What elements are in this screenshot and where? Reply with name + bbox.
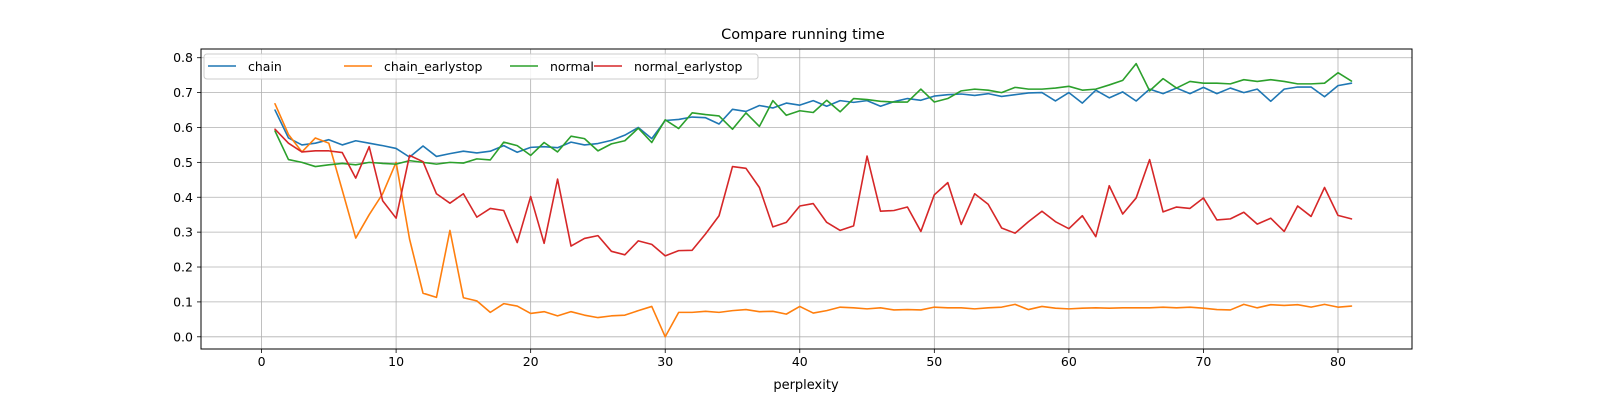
x-tick-label: 40 <box>792 354 808 369</box>
series-lines <box>274 62 1353 338</box>
y-tick-label: 0.4 <box>173 190 193 205</box>
legend-label: normal <box>550 59 594 74</box>
grid <box>201 49 1412 349</box>
x-axis-label: perplexity <box>773 378 839 393</box>
chart-title: Compare running time <box>721 27 885 43</box>
series-line-normal <box>274 62 1353 168</box>
y-tick-label: 0.8 <box>173 50 193 65</box>
legend-label: chain_earlystop <box>384 59 483 74</box>
x-axis-ticks: 0 10 20 30 40 50 60 70 80 <box>258 349 1346 369</box>
x-tick-label: 50 <box>926 354 942 369</box>
y-axis-ticks: 0.0 0.1 0.2 0.3 0.4 0.5 0.6 0.7 0.8 <box>173 50 201 344</box>
y-tick-label: 0.5 <box>173 155 193 170</box>
x-tick-label: 70 <box>1195 354 1211 369</box>
legend-box <box>203 53 759 80</box>
x-tick-label: 10 <box>388 354 404 369</box>
y-tick-label: 0.2 <box>173 260 193 275</box>
x-tick-label: 60 <box>1061 354 1077 369</box>
y-tick-label: 0.0 <box>173 329 193 344</box>
y-tick-label: 0.3 <box>173 225 193 240</box>
series-line-chain <box>274 82 1353 158</box>
series-line-normal-earlystop <box>274 128 1353 257</box>
x-tick-label: 20 <box>523 354 539 369</box>
x-tick-label: 0 <box>258 354 266 369</box>
x-tick-label: 30 <box>657 354 673 369</box>
y-tick-label: 0.7 <box>173 85 193 100</box>
series-line-chain-earlystop <box>274 102 1353 338</box>
y-tick-label: 0.6 <box>173 120 193 135</box>
legend-label: chain <box>248 59 282 74</box>
legend-label: normal_earlystop <box>634 59 742 74</box>
x-tick-label: 80 <box>1330 354 1346 369</box>
plot-frame <box>200 48 1413 350</box>
legend: chain chain_earlystop normal normal_earlyst… <box>203 53 759 80</box>
y-tick-label: 0.1 <box>173 294 193 309</box>
